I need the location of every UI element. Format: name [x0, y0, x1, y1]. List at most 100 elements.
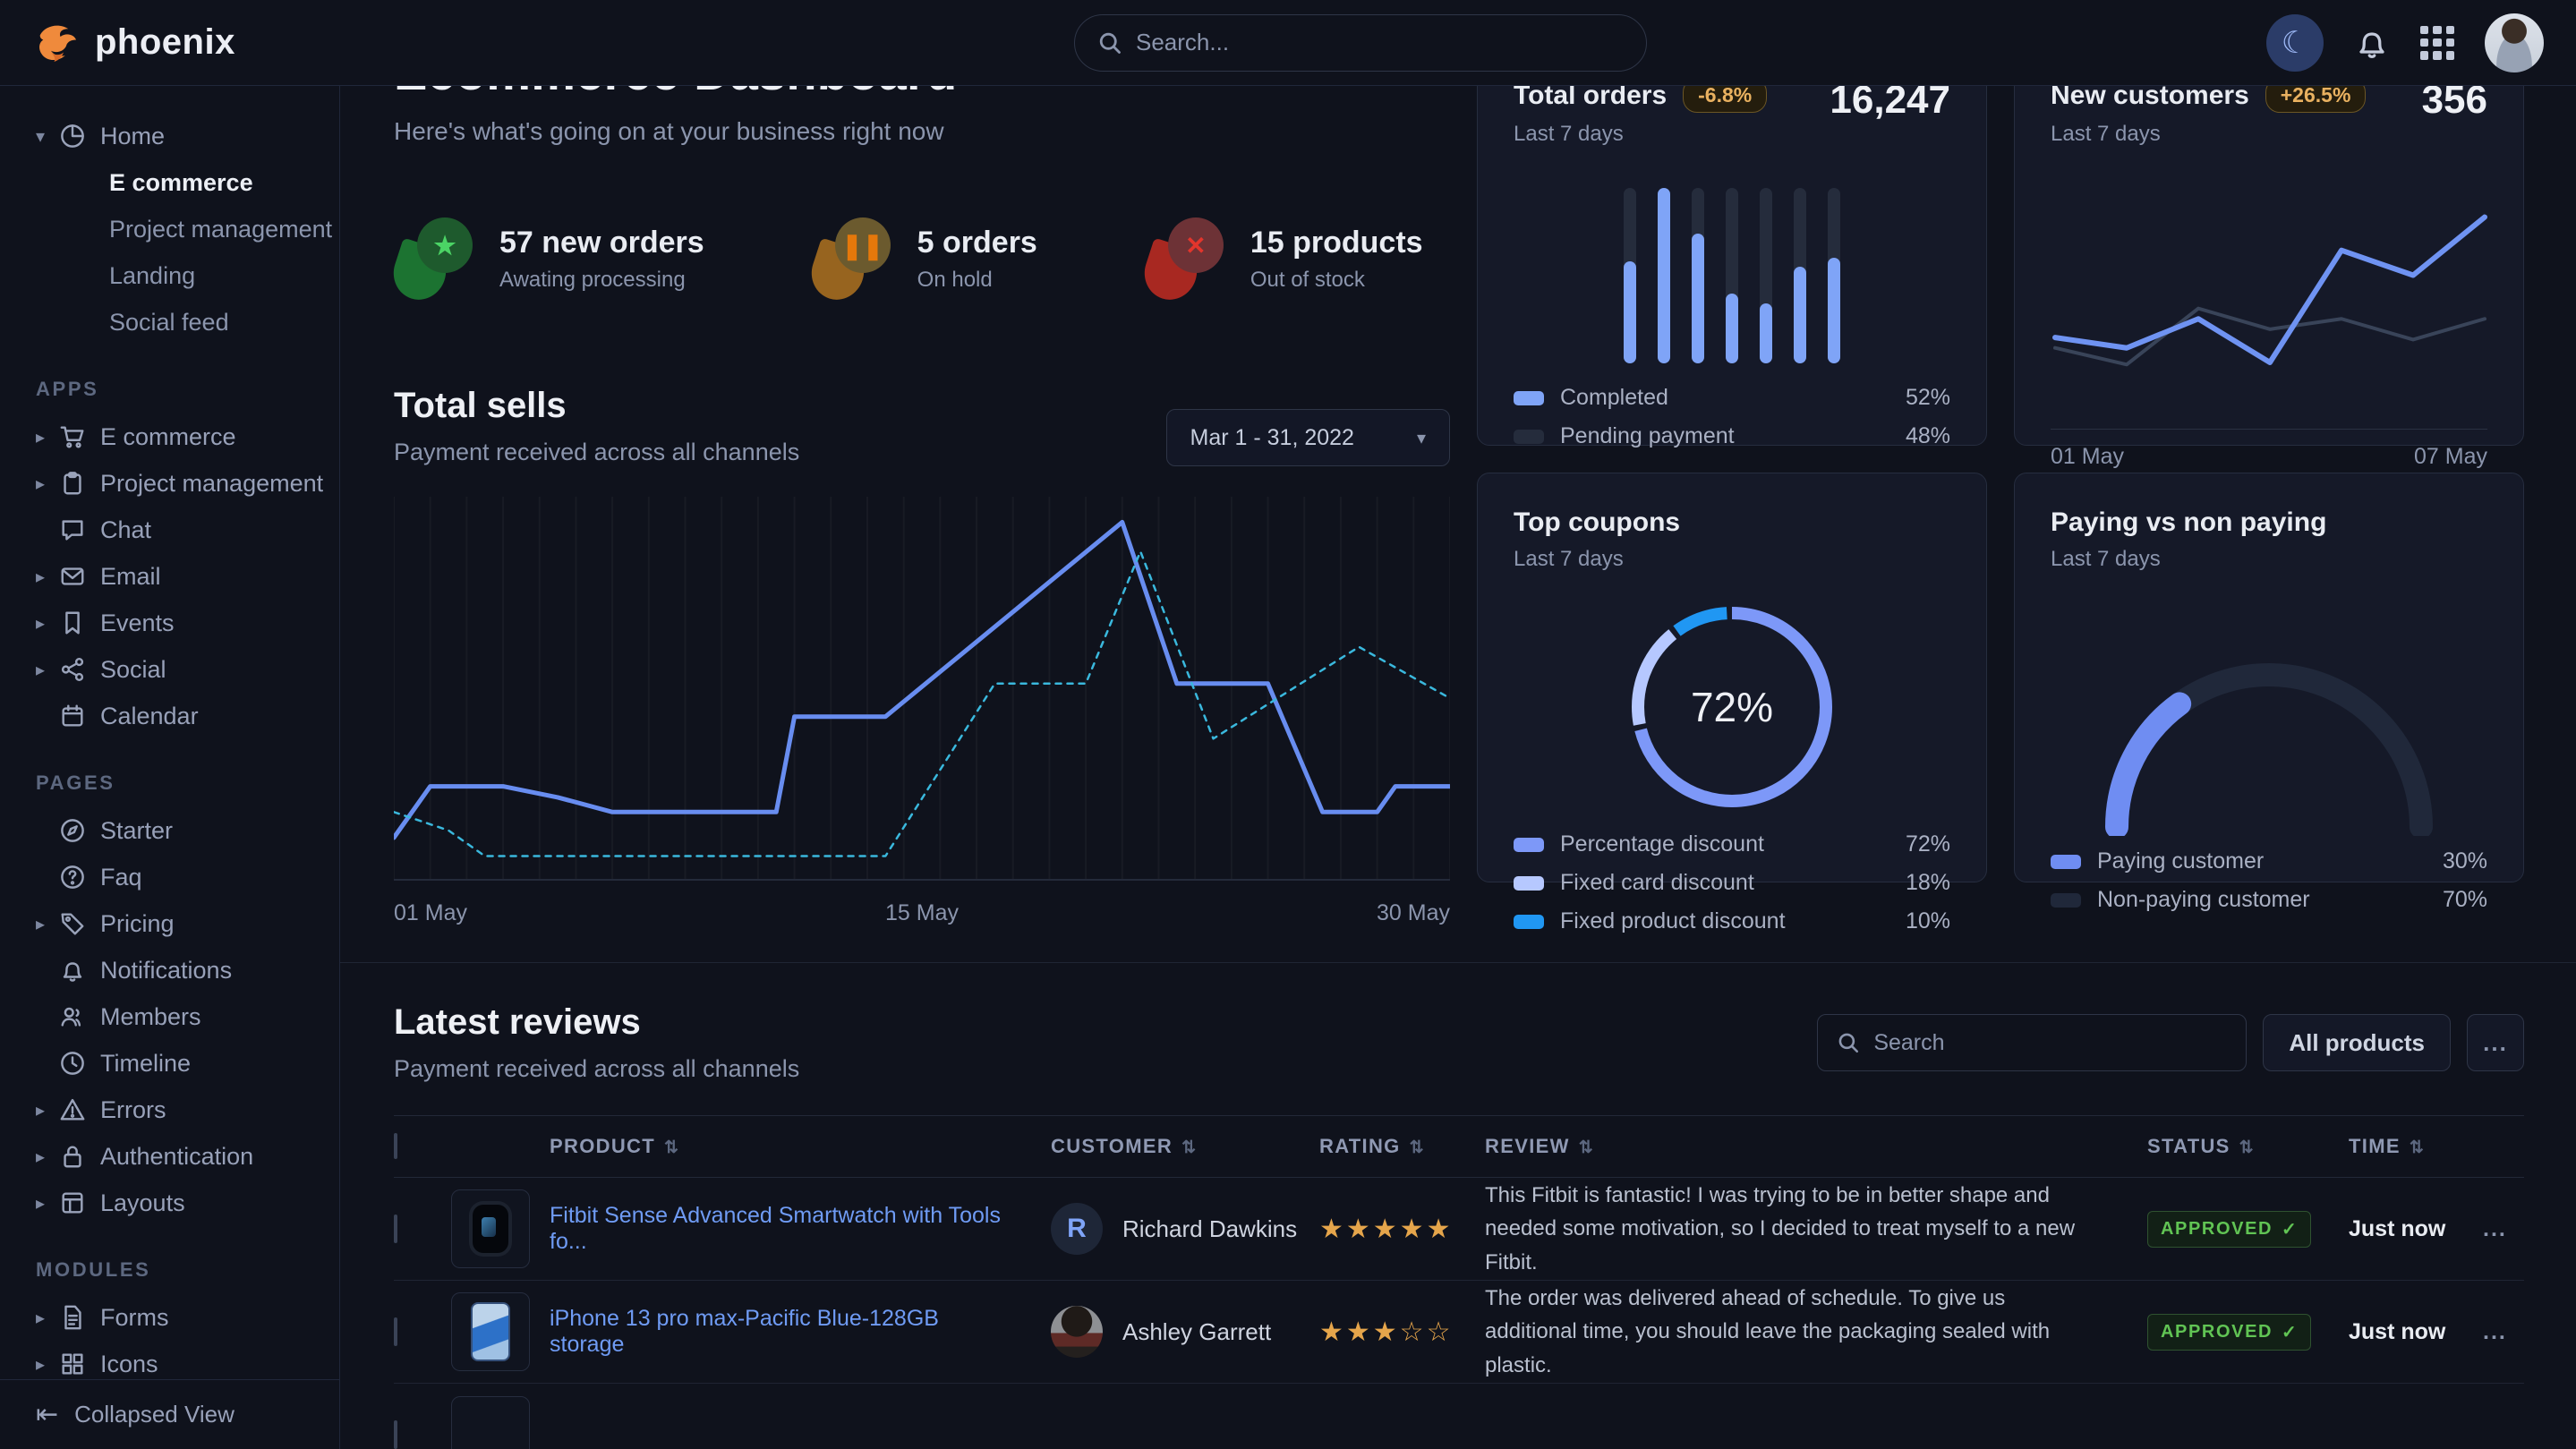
product-thumbnail-iphone[interactable]: [451, 1292, 530, 1371]
sidebar-item-e-commerce[interactable]: E commerce: [0, 159, 339, 206]
row-actions-button[interactable]: ...: [2483, 1216, 2522, 1242]
caret-right-icon: ▸: [36, 566, 59, 588]
date-range-select[interactable]: Mar 1 - 31, 2022 ▾: [1166, 409, 1450, 466]
top-navbar: phoenix ☾: [0, 0, 2576, 86]
sidebar-item-chat[interactable]: Chat: [0, 507, 339, 553]
apps-grid-icon[interactable]: [2420, 26, 2454, 60]
new-customers-card: New customers +26.5% Last 7 days 356 01 …: [2014, 43, 2524, 446]
global-search: [1074, 14, 1647, 72]
sidebar-item-label: Forms: [100, 1304, 169, 1332]
search-icon: [1837, 1031, 1860, 1054]
column-header-status[interactable]: STATUS⇅: [2147, 1135, 2349, 1158]
sidebar-item-forms[interactable]: ▸Forms: [0, 1294, 339, 1341]
reviews-table: PRODUCT⇅ CUSTOMER⇅ RATING⇅ REVIEW⇅ STATU…: [394, 1115, 2524, 1449]
navbar-actions: ☾: [2266, 13, 2544, 72]
stat-subtitle: Out of stock: [1250, 268, 1423, 293]
calendar-icon: [59, 703, 86, 729]
date-range-value: Mar 1 - 31, 2022: [1190, 425, 1354, 451]
sidebar-item-landing[interactable]: Landing: [0, 252, 339, 299]
sidebar-item-label: Social: [100, 656, 166, 684]
sidebar-item-events[interactable]: ▸Events: [0, 600, 339, 646]
collapsed-view-toggle[interactable]: ⇤ Collapsed View: [0, 1379, 339, 1449]
notifications-bell-icon[interactable]: [2354, 25, 2390, 61]
column-header-time[interactable]: TIME⇅: [2349, 1135, 2483, 1158]
sidebar-item-label: Members: [100, 1003, 201, 1031]
sidebar-item-home[interactable]: ▾Home: [0, 113, 339, 159]
sidebar-item-starter[interactable]: Starter: [0, 807, 339, 854]
stat-title: 15 products: [1250, 226, 1423, 260]
sidebar-item-calendar[interactable]: Calendar: [0, 693, 339, 739]
legend-label: Paying customer: [2097, 848, 2264, 874]
search-icon: [1097, 30, 1122, 55]
sidebar-item-project-management[interactable]: ▸Project management: [0, 460, 339, 507]
sidebar-item-members[interactable]: Members: [0, 993, 339, 1040]
axis-tick: 01 May: [2051, 444, 2124, 470]
all-products-button[interactable]: All products: [2263, 1014, 2451, 1071]
column-header-customer[interactable]: CUSTOMER⇅: [1051, 1135, 1319, 1158]
product-link[interactable]: iPhone 13 pro max-Pacific Blue-128GB sto…: [550, 1306, 1051, 1358]
sidebar-item-social-feed[interactable]: Social feed: [0, 299, 339, 345]
sidebar-item-social[interactable]: ▸Social: [0, 646, 339, 693]
global-search-input[interactable]: [1074, 14, 1647, 72]
sidebar: ▾HomeE commerceProject managementLanding…: [0, 86, 340, 1449]
grid-icon: [59, 1351, 86, 1377]
reviews-more-button[interactable]: ...: [2467, 1014, 2524, 1071]
brand[interactable]: phoenix: [32, 18, 340, 68]
paying-gauge-chart: [2051, 626, 2487, 836]
legend-swatch: [1514, 915, 1544, 929]
legend-row: Paying customer30%: [2051, 836, 2487, 874]
sidebar-item-pricing[interactable]: ▸Pricing: [0, 900, 339, 947]
legend-row: Pending payment48%: [1514, 411, 1950, 449]
sidebar-nav: ▾HomeE commerceProject managementLanding…: [0, 86, 339, 1379]
sidebar-item-timeline[interactable]: Timeline: [0, 1040, 339, 1087]
column-header-product[interactable]: PRODUCT⇅: [550, 1135, 1051, 1158]
caret-right-icon: ▸: [36, 1192, 59, 1215]
stat-subtitle: Awating processing: [499, 268, 704, 293]
paying-card: Paying vs non paying Last 7 days Paying …: [2014, 473, 2524, 882]
caret-right-icon: ▸: [36, 612, 59, 635]
order-bar: [1692, 188, 1704, 363]
column-header-rating[interactable]: RATING⇅: [1319, 1135, 1485, 1158]
sidebar-item-authentication[interactable]: ▸Authentication: [0, 1133, 339, 1180]
row-checkbox[interactable]: [394, 1317, 397, 1346]
sidebar-item-label: Icons: [100, 1351, 158, 1378]
reviews-search-input[interactable]: [1817, 1014, 2247, 1071]
axis-tick: 15 May: [885, 900, 959, 926]
sidebar-item-email[interactable]: ▸Email: [0, 553, 339, 600]
theme-toggle-moon-icon[interactable]: ☾: [2266, 14, 2324, 72]
product-link[interactable]: Fitbit Sense Advanced Smartwatch with To…: [550, 1203, 1051, 1255]
stat-0: ★57 new ordersAwating processing: [394, 217, 704, 300]
sidebar-item-project-management[interactable]: Project management: [0, 206, 339, 252]
row-checkbox[interactable]: [394, 1420, 397, 1449]
legend-swatch: [2051, 855, 2081, 869]
caret-right-icon: ▸: [36, 1353, 59, 1376]
sort-icon: ⇅: [1579, 1138, 1594, 1157]
order-bar: [1760, 188, 1772, 363]
sidebar-item-layouts[interactable]: ▸ Layouts: [0, 1180, 339, 1226]
latest-reviews-section: Latest reviews Payment received across a…: [394, 1002, 2524, 1449]
donut-center-label: 72%: [1691, 683, 1773, 731]
sort-icon: ⇅: [1181, 1138, 1197, 1157]
legend-label: Percentage discount: [1560, 831, 1764, 857]
row-actions-button[interactable]: ...: [2483, 1319, 2522, 1345]
product-thumbnail-smartwatch[interactable]: [451, 1189, 530, 1268]
legend-swatch: [1514, 876, 1544, 891]
legend-swatch: [2051, 893, 2081, 908]
sidebar-item-label: Authentication: [100, 1143, 253, 1171]
select-all-checkbox[interactable]: [394, 1133, 397, 1159]
sidebar-item-icons[interactable]: ▸ Icons: [0, 1341, 339, 1379]
pie-chart-icon: [59, 123, 86, 149]
column-header-review[interactable]: REVIEW⇅: [1485, 1135, 2147, 1158]
sidebar-item-notifications[interactable]: Notifications: [0, 947, 339, 993]
caret-down-icon: ▾: [36, 125, 59, 148]
axis-tick: 30 May: [1377, 900, 1450, 926]
stat-2: ✕15 productsOut of stock: [1145, 217, 1423, 300]
sidebar-item-faq[interactable]: Faq: [0, 854, 339, 900]
sidebar-item-label: Layouts: [100, 1189, 185, 1217]
warning-icon: [59, 1096, 86, 1123]
sidebar-item-e-commerce[interactable]: ▸E commerce: [0, 413, 339, 460]
user-avatar[interactable]: [2485, 13, 2544, 72]
stat-title: 5 orders: [917, 226, 1037, 260]
row-checkbox[interactable]: [394, 1215, 397, 1243]
sidebar-item-errors[interactable]: ▸Errors: [0, 1087, 339, 1133]
